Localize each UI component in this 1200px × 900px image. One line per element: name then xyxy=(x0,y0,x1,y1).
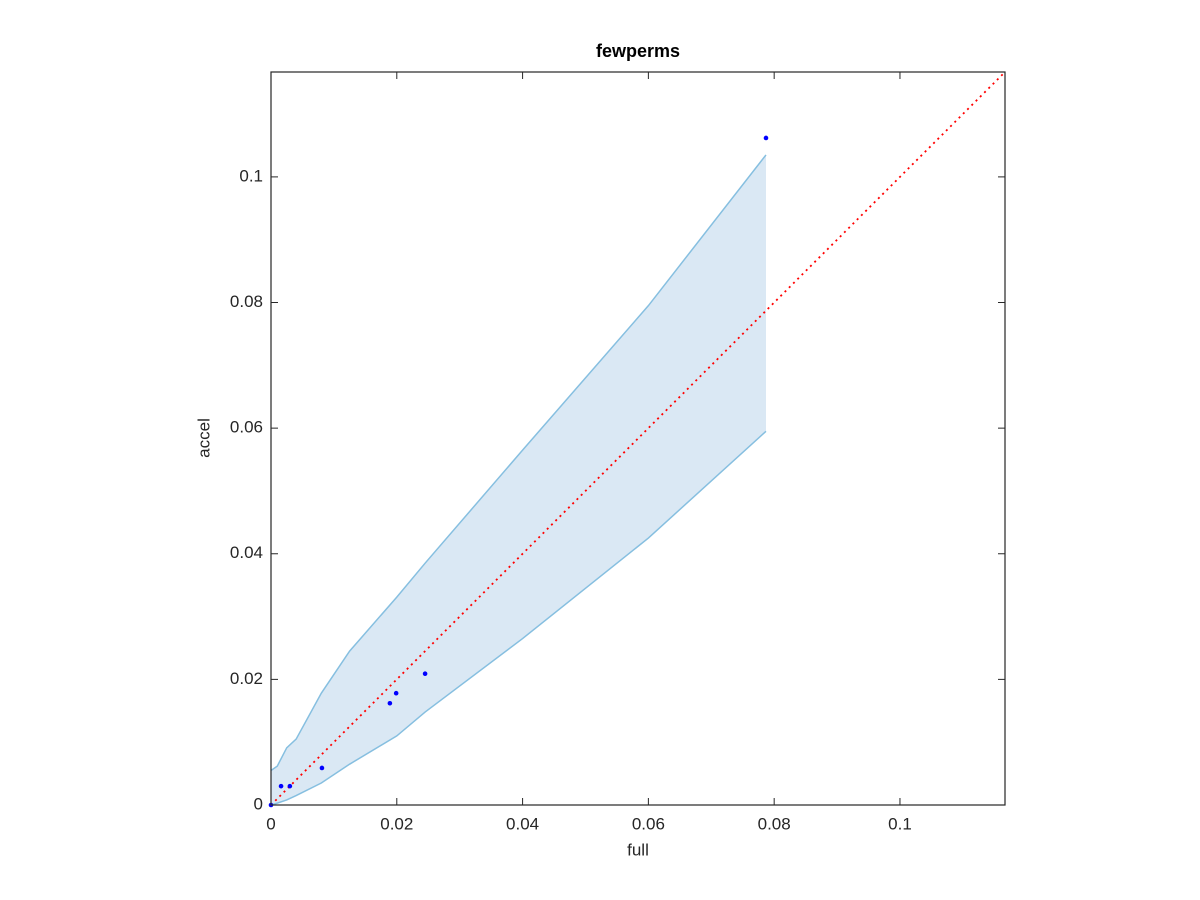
y-tick-label: 0.02 xyxy=(230,669,263,688)
x-axis-label: full xyxy=(627,840,649,859)
y-tick-label: 0 xyxy=(254,794,263,813)
chart-title: fewperms xyxy=(596,41,680,61)
axes-box xyxy=(270,71,1006,806)
reference-line xyxy=(270,71,1006,806)
data-point xyxy=(387,700,393,706)
x-tick-label: 0.02 xyxy=(380,814,413,833)
data-point xyxy=(319,765,325,771)
band-area xyxy=(271,154,766,805)
data-point xyxy=(287,783,293,789)
band-upper-edge xyxy=(270,154,767,772)
x-tick-label: 0.06 xyxy=(632,814,665,833)
x-tick-label: 0 xyxy=(266,814,275,833)
data-point xyxy=(763,135,769,141)
data-point xyxy=(422,671,428,677)
data-point xyxy=(278,783,284,789)
y-tick-label: 0.04 xyxy=(230,543,263,562)
x-tick-label: 0.04 xyxy=(506,814,539,833)
x-tick-label: 0.08 xyxy=(758,814,791,833)
y-tick-label: 0.08 xyxy=(230,292,263,311)
band-lower-edge xyxy=(270,430,767,806)
y-tick-label: 0.1 xyxy=(239,166,263,185)
x-tick-label: 0.1 xyxy=(888,814,912,833)
y-axis-label: accel xyxy=(194,418,213,458)
data-point xyxy=(393,690,399,696)
y-tick-label: 0.06 xyxy=(230,418,263,437)
